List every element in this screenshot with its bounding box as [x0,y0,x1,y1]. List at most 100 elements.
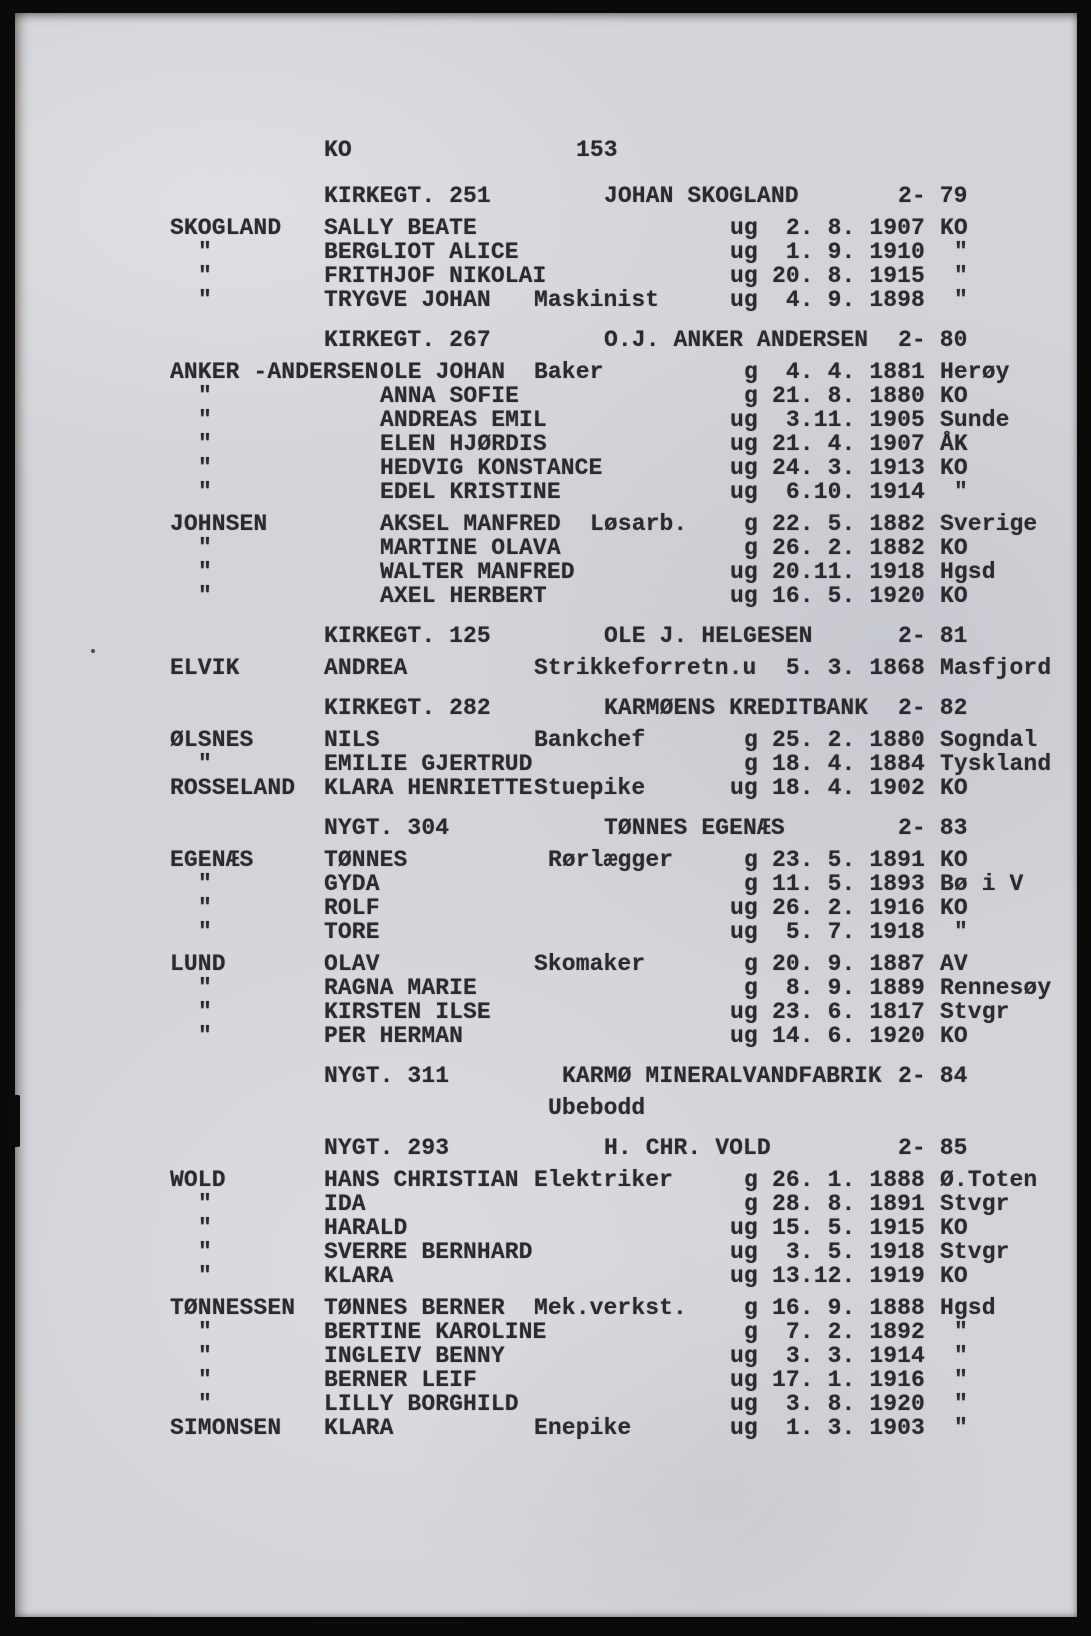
birthplace-ditto: " [954,1319,968,1345]
surname-ditto: " [198,1239,212,1265]
occupation: Enepike [534,1415,632,1441]
surname: ELVIK [170,655,240,681]
birthplace-ditto: " [954,1343,968,1369]
birthplace: Masfjord [940,655,1052,681]
resident-row: " BERGLIOT ALICE ug 1. 9. 1910 " [170,240,1077,264]
given-names: AKSEL MANFRED [380,511,561,537]
birth-date: 20.11. 1918 [772,559,925,585]
birthplace: KO [940,1215,968,1241]
section-header: NYGT. 311 KARMØ MINERALVANDFABRIK 2- 84 [170,1064,1077,1088]
property-number: 2- 82 [898,695,968,721]
given-names: ANDREA [324,655,408,681]
marital-status: ug [730,431,758,457]
resident-row: " GYDA g 11. 5. 1893 Bø i V [170,872,1077,896]
marital-status: ug [730,559,758,585]
birth-date: 25. 2. 1880 [772,727,925,753]
surname-ditto: " [198,287,212,313]
birthplace: ÅK [940,431,968,457]
birthplace: Hgsd [940,559,996,585]
birth-date: 14. 6. 1920 [772,1023,925,1049]
birth-date: 20. 8. 1915 [772,263,925,289]
uninhabited-note: Ubebodd [548,1095,646,1121]
marital-status: ug [730,1391,758,1417]
birth-date: 23. 5. 1891 [772,847,925,873]
marital-status: g [744,1167,758,1193]
property-owner: KARMØENS KREDITBANK [604,695,869,721]
marital-status: g [744,359,758,385]
given-names: PER HERMAN [324,1023,464,1049]
given-names: HEDVIG KONSTANCE [380,455,603,481]
property-owner: KARMØ MINERALVANDFABRIK [562,1063,882,1089]
resident-row: " ANNA SOFIE g 21. 8. 1880 KO [170,384,1077,408]
resident-row: EGENÆS TØNNES Rørlægger g 23. 5. 1891 KO [170,848,1077,872]
resident-row: TØNNESSEN TØNNES BERNER Mek.verkst. g 16. 9.… [170,1296,1077,1320]
occupation: Mek.verkst. [534,1295,687,1321]
given-names: KLARA [324,1263,394,1289]
surname-ditto: " [198,1343,212,1369]
birth-date: 5. 3. 1868 [772,655,925,681]
resident-row: ANKER -ANDERSEN OLE JOHAN Baker g 4. 4. 188… [170,360,1077,384]
resident-row: " BERNER LEIF ug 17. 1. 1916 " [170,1368,1077,1392]
resident-row: SKOGLAND SALLY BEATE ug 2. 8. 1907 KO [170,216,1077,240]
birth-date: 17. 1. 1916 [772,1367,925,1393]
property-owner: OLE J. HELGESEN [604,623,813,649]
marital-status: ug [730,1343,758,1369]
birthplace: Bø i V [940,871,1024,897]
birth-date: 16. 5. 1920 [772,583,925,609]
birth-date: 26. 2. 1882 [772,535,925,561]
resident-row: ØLSNES NILS Bankchef g 25. 2. 1880 Sogndal [170,728,1077,752]
resident-row: " EMILIE GJERTRUD g 18. 4. 1884 Tyskland [170,752,1077,776]
register-page: KO 153 KIRKEGT. 251 JOHAN SKOGLAND 2- 79 SK… [12,13,1077,1617]
marital-status: g [744,751,758,777]
resident-row: " PER HERMAN ug 14. 6. 1920 KO [170,1024,1077,1048]
resident-row: LUND OLAV Skomaker g 20. 9. 1887 AV [170,952,1077,976]
section-note: Ubebodd [170,1096,1077,1120]
surname: EGENÆS [170,847,254,873]
birth-date: 20. 9. 1887 [772,951,925,977]
property-owner: TØNNES EGENÆS [604,815,785,841]
birth-date: 22. 5. 1882 [772,511,925,537]
surname-ditto: " [198,999,212,1025]
surname-ditto: " [198,479,212,505]
section-header: KIRKEGT. 251 JOHAN SKOGLAND 2- 79 [170,184,1077,208]
surname: ØLSNES [170,727,254,753]
marital-status: g [744,727,758,753]
birthplace: Stvgr [940,999,1010,1025]
birthplace: KO [940,895,968,921]
birthplace: AV [940,951,968,977]
resident-row: " ANDREAS EMIL ug 3.11. 1905 Sunde [170,408,1077,432]
left-edge-notch [12,1095,20,1147]
occupation: Strikkeforretn.u [534,655,757,681]
marital-status: g [744,951,758,977]
resident-row: " AXEL HERBERT ug 16. 5. 1920 KO [170,584,1077,608]
resident-row: " FRITHJOF NIKOLAI ug 20. 8. 1915 " [170,264,1077,288]
birth-date: 11. 5. 1893 [772,871,925,897]
ink-speck [91,649,95,653]
marital-status: ug [730,287,758,313]
given-names: SALLY BEATE [324,215,477,241]
given-names: HARALD [324,1215,408,1241]
marital-status: ug [730,239,758,265]
birthplace: KO [940,215,968,241]
surname-ditto: " [198,1367,212,1393]
surname: TØNNESSEN [170,1295,296,1321]
marital-status: ug [730,775,758,801]
marital-status: g [744,383,758,409]
birthplace: Ø.Toten [940,1167,1038,1193]
birthplace: Sunde [940,407,1010,433]
section-header: NYGT. 293 H. CHR. VOLD 2- 85 [170,1136,1077,1160]
surname: WOLD [170,1167,226,1193]
resident-row: " EDEL KRISTINE ug 6.10. 1914 " [170,480,1077,504]
marital-status: g [744,1319,758,1345]
surname: LUND [170,951,226,977]
resident-row: SIMONSEN KLARA Enepike ug 1. 3. 1903 " [170,1416,1077,1440]
section-header: KIRKEGT. 125 OLE J. HELGESEN 2- 81 [170,624,1077,648]
property-number: 2- 83 [898,815,968,841]
surname-ditto: " [198,559,212,585]
birthplace: KO [940,455,968,481]
resident-row: " TRYGVE JOHAN Maskinist ug 4. 9. 1898 " [170,288,1077,312]
birth-date: 18. 4. 1884 [772,751,925,777]
street-address: NYGT. 293 [324,1135,450,1161]
section-header: KIRKEGT. 282 KARMØENS KREDITBANK 2- 82 [170,696,1077,720]
birthplace: Sogndal [940,727,1038,753]
